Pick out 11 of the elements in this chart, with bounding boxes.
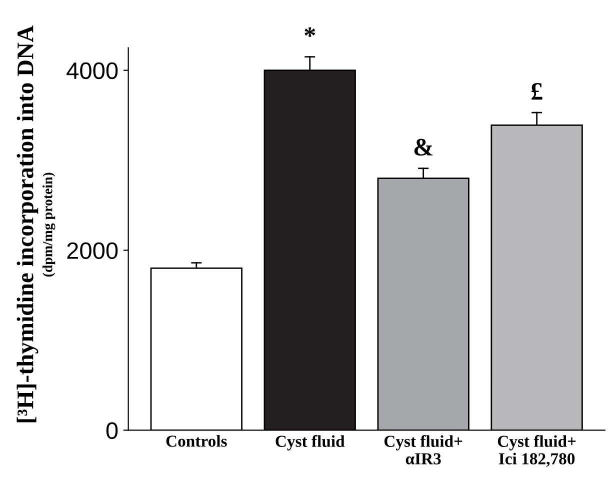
x-tick-label: Cyst fluid+ Ici 182,780 — [498, 435, 576, 467]
annotation: £ — [532, 83, 542, 100]
y-tick-label: 0 — [106, 422, 118, 439]
y-axis-title: [³H]-thymidine incorporation into DNA (dpm/mg protein) — [16, 26, 56, 422]
x-tick-label: Controls — [166, 435, 227, 447]
y-tick-label: 4000 — [66, 62, 118, 80]
annotation: * — [304, 27, 316, 37]
x-tick-label: Cyst fluid+ αIR3 — [384, 435, 462, 464]
x-tick-label: Cyst fluid — [276, 435, 345, 450]
annotation: & — [414, 138, 433, 156]
y-tick-label: 2000 — [67, 242, 118, 260]
